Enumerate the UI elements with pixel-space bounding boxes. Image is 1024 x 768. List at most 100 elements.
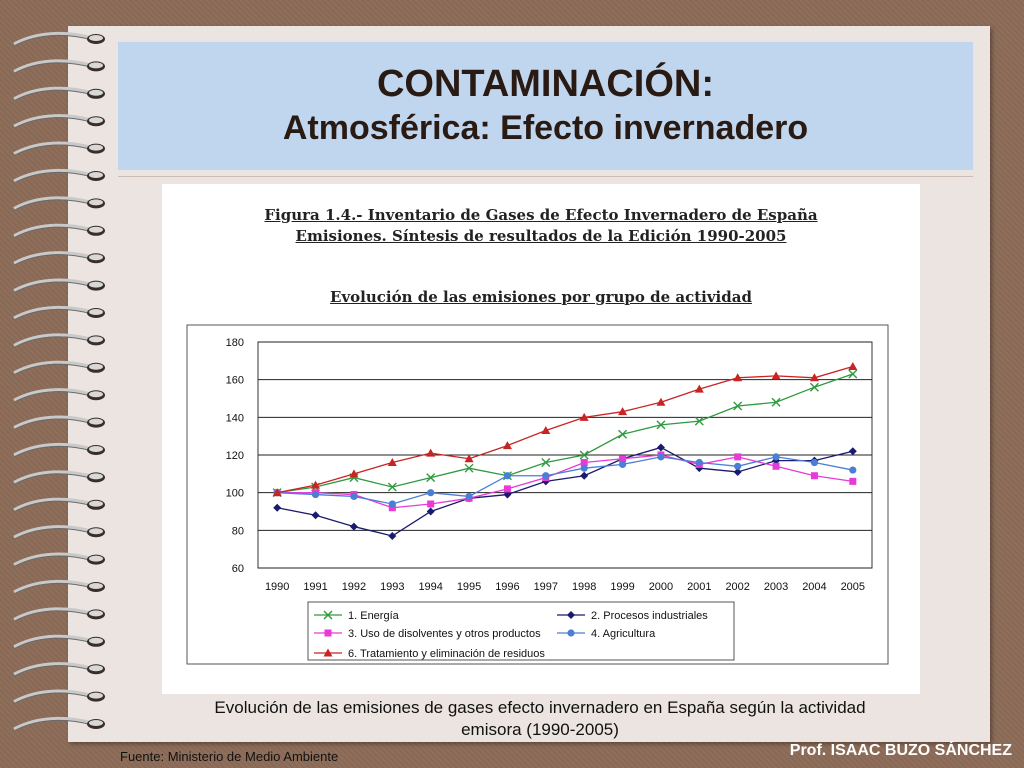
- spiral-ring-shadow: [13, 254, 93, 266]
- legend-box: [307, 601, 735, 661]
- data-point: [464, 454, 474, 463]
- data-point: [273, 503, 282, 512]
- x-tick-label: 1992: [342, 581, 366, 593]
- data-point: [387, 482, 397, 492]
- data-point: [349, 469, 359, 478]
- slide-subtitle: Atmosférica: Efecto invernadero: [282, 109, 809, 147]
- data-point: [810, 472, 818, 480]
- data-point: [656, 420, 666, 430]
- ring-end: [89, 199, 103, 206]
- slide-title: CONTAMINACIÓN:: [376, 63, 715, 105]
- ring-end: [89, 89, 103, 96]
- ring-end: [89, 583, 103, 589]
- data-point: [503, 490, 512, 499]
- y-tick-label: 60: [232, 563, 244, 575]
- data-point: [848, 447, 857, 456]
- ring-end: [89, 172, 103, 178]
- ring-end: [89, 309, 103, 315]
- data-point: [580, 464, 588, 472]
- data-point: [809, 382, 819, 392]
- spiral-ring-shadow: [13, 637, 93, 650]
- data-point: [656, 397, 666, 406]
- chart-title: Evolución de las emisiones por grupo de …: [330, 288, 752, 306]
- spiral-ring-shadow: [13, 144, 93, 157]
- caption-line2: emisora (1990-2005): [461, 720, 619, 739]
- title-box: CONTAMINACIÓN: Atmosférica: Efecto inver…: [118, 42, 973, 170]
- data-point: [349, 522, 358, 531]
- legend-label: 2. Procesos industriales: [591, 610, 708, 622]
- author-credit: Prof. ISAAC BUZO SÁNCHEZ: [789, 742, 1012, 759]
- figure-heading-line2: Emisiones. Síntesis de resultados de la …: [295, 227, 787, 245]
- data-point: [503, 472, 512, 480]
- legend-marker: [567, 611, 575, 619]
- data-point: [734, 462, 742, 470]
- data-point: [388, 500, 396, 508]
- spiral-ring: [13, 607, 93, 621]
- spiral-ring: [13, 114, 93, 128]
- legend-label: 6. Tratamiento y eliminación de residuos: [348, 648, 545, 660]
- data-point: [503, 485, 511, 493]
- data-point: [849, 477, 857, 485]
- data-point: [810, 458, 819, 467]
- spiral-ring-shadow: [13, 199, 93, 211]
- ring-end: [89, 473, 103, 480]
- figure-panel: Figura 1.4.- Inventario de Gases de Efec…: [162, 184, 920, 694]
- ring-end: [89, 281, 103, 288]
- spiral-ring-shadow: [13, 473, 93, 485]
- x-tick-label: 1995: [457, 581, 481, 593]
- data-point: [426, 473, 436, 483]
- x-tick-label: 2000: [649, 581, 673, 593]
- data-point: [771, 371, 781, 380]
- spiral-ring: [13, 278, 93, 292]
- data-point: [579, 412, 589, 421]
- spiral-ring: [13, 59, 93, 73]
- spiral-ring-shadow: [13, 308, 93, 321]
- data-point: [771, 397, 781, 407]
- x-tick-label: 1990: [265, 581, 289, 593]
- data-point: [733, 373, 743, 382]
- spiral-ring: [13, 497, 93, 512]
- data-point: [542, 472, 550, 480]
- data-point: [849, 466, 857, 474]
- spiral-ring: [13, 689, 93, 703]
- spiral-ring: [13, 552, 93, 566]
- spiral-ring-shadow: [13, 226, 93, 239]
- data-point: [848, 369, 858, 379]
- spiral-ring: [13, 223, 93, 238]
- spiral-ring: [13, 470, 93, 484]
- ring-end: [89, 363, 103, 370]
- spiral-ring-shadow: [13, 665, 93, 677]
- series-line: [277, 365, 853, 494]
- ring-end: [89, 117, 103, 124]
- x-tick-label: 2002: [725, 581, 749, 593]
- series-line: [277, 446, 853, 537]
- x-tick-label: 2005: [841, 581, 865, 593]
- spiral-ring: [13, 31, 93, 46]
- emissions-line-chart: 60 80 100 120 140 160 180 1990 1991 1992 1993 1994 1…: [186, 324, 889, 665]
- x-tick-label: 1999: [610, 581, 634, 593]
- legend-label: 4. Agricultura: [591, 628, 656, 640]
- ring-end: [89, 692, 103, 699]
- ring-end: [89, 720, 103, 726]
- spiral-ring-shadow: [13, 719, 93, 732]
- spiral-ring: [13, 360, 93, 375]
- data-point: [311, 490, 320, 499]
- data-point: [427, 489, 435, 497]
- spiral-ring-shadow: [13, 445, 93, 458]
- spiral-ring: [13, 388, 93, 402]
- series-line: [277, 456, 853, 505]
- series-5: [272, 361, 858, 497]
- source-note: Fuente: Ministerio de Medio Ambiente: [120, 749, 339, 764]
- spiral-ring-shadow: [13, 34, 93, 47]
- ring-end: [89, 610, 103, 617]
- data-point: [733, 467, 742, 476]
- x-tick-label: 1991: [303, 581, 327, 593]
- data-point: [619, 455, 627, 463]
- legend-label: 3. Uso de disolventes y otros productos: [348, 628, 541, 640]
- x-tick-label: 2004: [802, 581, 826, 593]
- data-point: [695, 458, 703, 467]
- legend-label: 1. Energía: [348, 610, 400, 622]
- data-point: [388, 531, 397, 540]
- x-tick-label: 1997: [534, 581, 558, 593]
- data-point: [427, 500, 435, 508]
